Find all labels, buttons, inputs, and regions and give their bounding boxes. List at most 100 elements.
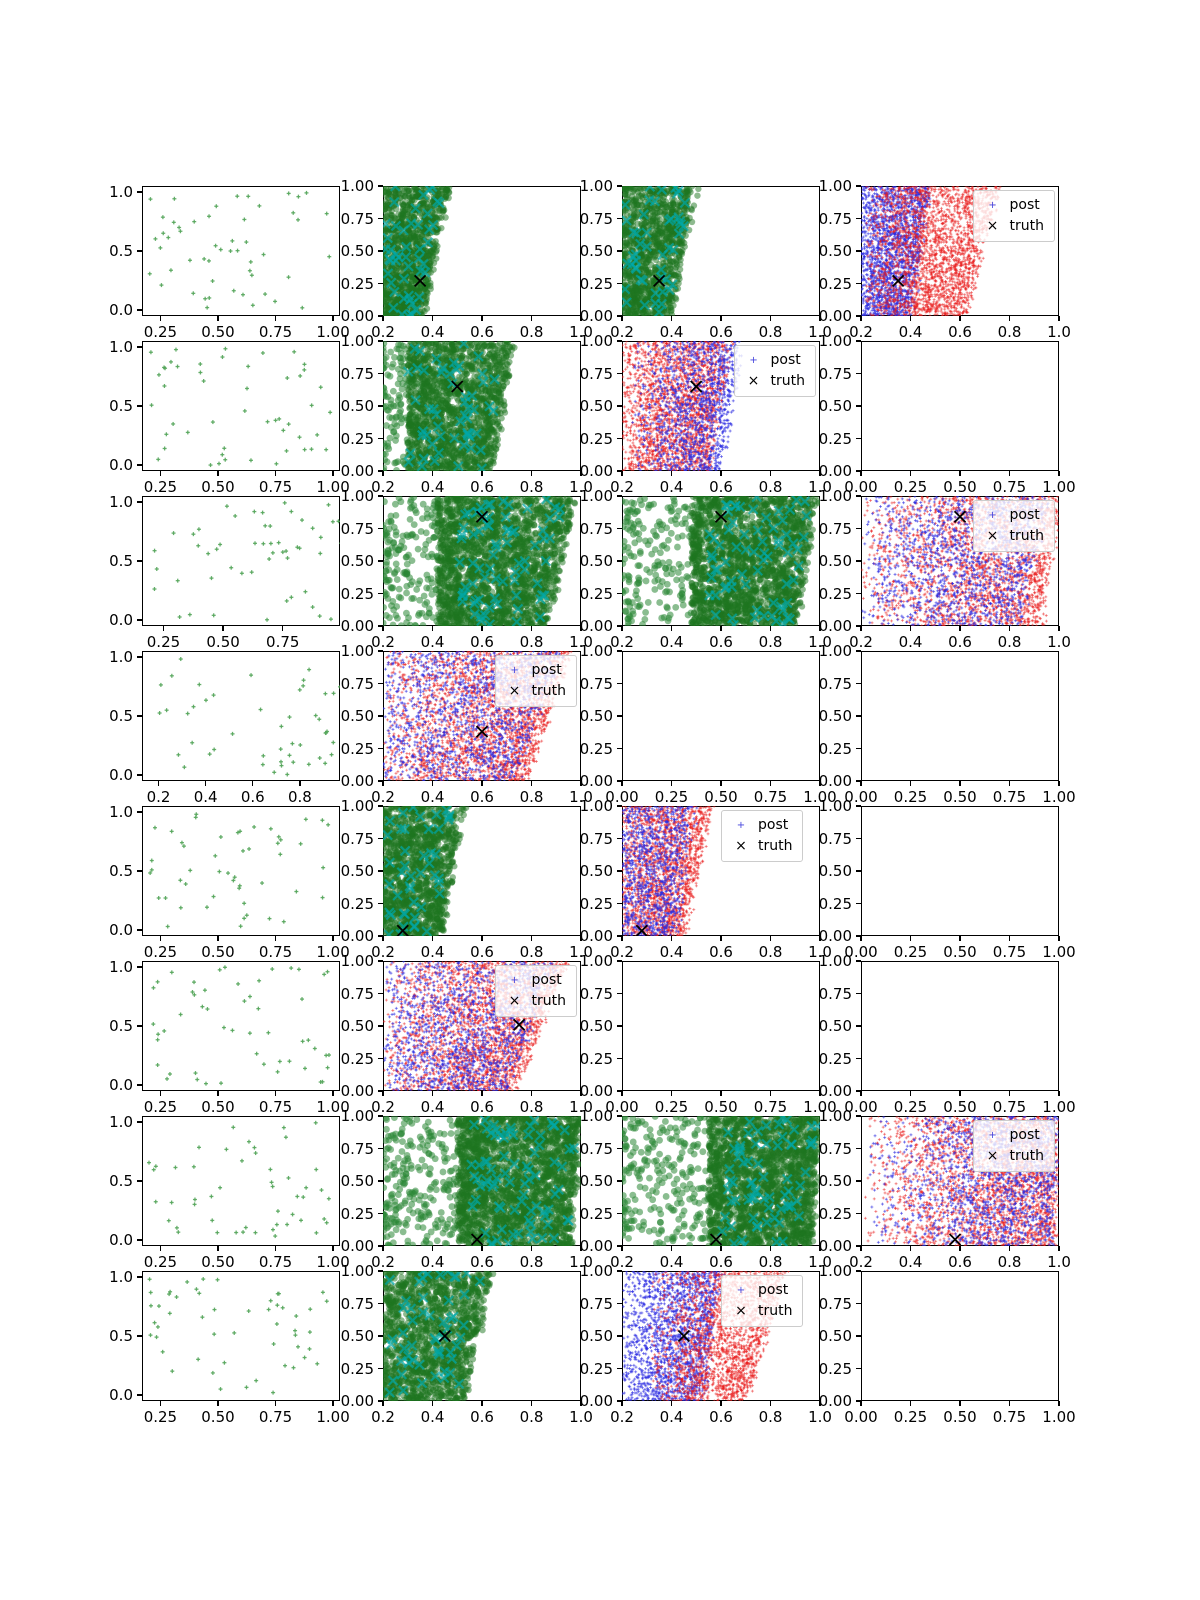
y-tick-label: 1.00 [818,642,852,660]
legend: + post × truth [733,345,816,397]
y-tick-label: 1.0 [109,182,133,201]
y-tick-label: 0.75 [818,674,852,693]
x-tick [332,471,334,476]
subplot-r2c3: + post × truth [622,341,820,471]
x-tick-label: 0.6 [709,1408,733,1426]
x-tick [530,471,533,476]
y-tick-label: 0.5 [109,1172,133,1190]
x-tick-label: 0.00 [844,478,878,496]
y-tick [617,1147,622,1150]
x-tick-label: 0.25 [143,478,178,496]
y-tick [378,340,383,342]
y-tick [856,315,861,317]
x-tick [909,626,912,631]
y-tick-label: 0.00 [340,307,374,325]
y-tick-label: 0.00 [340,1237,374,1255]
x-tick-label: 0.6 [709,943,733,961]
x-tick-label: 0.25 [893,1098,928,1116]
x-tick [720,316,722,321]
y-tick-label: 0.5 [109,242,133,260]
y-tick [378,1180,383,1182]
y-tick-label: 0.25 [340,1204,374,1223]
y-tick-label: 0.50 [340,397,374,415]
y-tick [378,625,383,627]
y-tick-label: 1.00 [579,952,613,970]
legend-item-truth: × truth [980,1146,1044,1167]
legend-label-post: post [531,662,562,678]
y-tick [378,437,383,440]
y-tick-label: 0.00 [340,772,374,790]
y-tick-label: 1.0 [109,802,133,821]
x-tick [769,1401,772,1406]
y-tick-label: 0.50 [579,397,613,415]
y-tick [378,650,383,652]
x-tick [481,781,483,786]
y-tick-label: 0.75 [340,209,374,228]
y-tick-label: 0.75 [340,1139,374,1158]
y-tick [378,185,383,187]
y-tick [617,780,622,782]
y-tick-label: 0.75 [340,984,374,1003]
y-tick-label: 0.50 [579,242,613,260]
y-tick-label: 0.50 [818,1327,852,1345]
x-tick [481,1091,483,1096]
y-tick [378,805,383,807]
truth-marker-icon: × [986,218,999,234]
x-tick [670,1246,673,1251]
y-tick [856,650,861,652]
x-tick-label: 1.0 [569,788,593,806]
x-tick [670,471,673,476]
x-tick [959,1091,961,1096]
y-tick-label: 0.00 [340,1082,374,1100]
y-tick-label: 0.75 [579,674,613,693]
x-tick-label: 0.75 [992,1098,1027,1116]
y-tick-label: 0.75 [579,209,613,228]
legend-label-post: post [1009,507,1040,523]
x-tick [274,1401,277,1406]
y-tick [378,715,383,717]
x-tick [720,626,722,631]
truth-marker-icon: × [508,993,521,1009]
x-tick-label: 0.6 [948,1253,972,1271]
y-tick [137,1180,142,1182]
y-tick-label: 0.75 [579,519,613,538]
x-tick [274,316,277,321]
y-tick-label: 0.25 [579,1359,613,1378]
subplot-r3c3 [622,496,820,626]
x-tick-label: 0.2 [371,788,395,806]
x-tick-label: 0.6 [470,323,494,341]
x-tick [332,1401,334,1406]
y-tick [617,1302,622,1305]
x-tick-label: 0.4 [659,1253,684,1271]
x-tick-label: 0.4 [898,323,923,341]
x-tick-label: 0.75 [258,943,293,961]
y-tick-label: 0.00 [340,927,374,945]
y-tick [617,1270,622,1272]
y-tick-label: 1.00 [579,642,613,660]
x-tick-label: 0.6 [470,1253,494,1271]
x-tick [1058,471,1060,476]
y-tick-label: 0.75 [340,519,374,538]
x-tick [217,936,219,941]
scatter-canvas-r1c2 [383,186,581,316]
x-tick-label: 0.8 [519,633,544,651]
x-tick-label: 1.0 [1047,633,1071,651]
x-tick-label: 0.00 [844,943,878,961]
legend-label-truth: truth [1009,1148,1044,1164]
y-tick [856,1212,861,1215]
y-tick-label: 0.25 [340,429,374,448]
legend-label-post: post [758,1282,789,1298]
legend-item-post: + post [728,815,792,836]
x-tick [530,626,533,631]
post-marker-icon: + [510,665,519,676]
x-tick-label: 0.6 [470,1098,494,1116]
x-tick-label: 0.2 [371,633,395,651]
y-tick [856,625,861,627]
y-tick-label: 0.0 [109,301,133,320]
x-tick-label: 0.50 [704,1098,738,1116]
y-tick [856,340,861,342]
y-tick-label: 0.00 [579,307,613,325]
y-tick [617,935,622,937]
x-tick-label: 0.8 [758,1408,783,1426]
